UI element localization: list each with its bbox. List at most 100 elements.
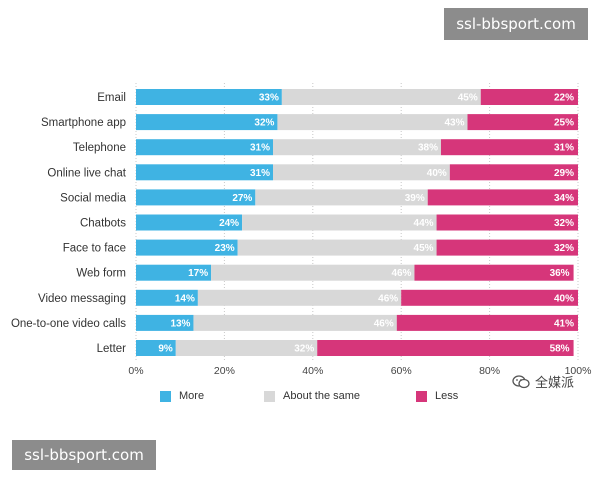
bar-face-to-face-about-the-same [237, 239, 437, 256]
value-label-web-form-less: 36% [550, 268, 570, 279]
bar-one-to-one-video-calls-less [396, 314, 578, 331]
value-label-face-to-face-more: 23% [215, 243, 235, 254]
legend-label-about-the-same: About the same [283, 390, 361, 402]
bar-web-form-more [136, 264, 212, 281]
value-label-chatbots-about-the-same: 44% [414, 218, 434, 229]
watermark-bottom: ssl-bbsport.com [12, 440, 156, 470]
category-label-smartphone-app: Smartphone app [41, 117, 126, 129]
category-label-video-messaging: Video messaging [38, 293, 126, 305]
bar-web-form-about-the-same [211, 264, 415, 281]
bar-social-media-less [427, 189, 578, 206]
legend-label-less: Less [435, 390, 459, 402]
bars: 33% 45% 22% 32% 43% 25% 31% 38% 31% 31% 40% 29% 27% 3… [136, 89, 578, 356]
value-label-online-live-chat-less: 29% [554, 168, 574, 179]
bar-email-more [136, 89, 282, 105]
value-label-one-to-one-video-calls-less: 41% [554, 318, 574, 329]
value-label-smartphone-app-more: 32% [254, 118, 274, 129]
value-label-online-live-chat-about-the-same: 40% [427, 168, 447, 179]
bar-email-less [480, 89, 578, 105]
category-label-social-media: Social media [60, 192, 126, 204]
value-label-face-to-face-about-the-same: 45% [414, 243, 434, 254]
value-label-online-live-chat-more: 31% [250, 168, 270, 179]
bar-letter-more [136, 340, 176, 356]
x-axis-tick-labels: 0% 20% 40% 60% 80% 100% [128, 365, 591, 377]
bar-one-to-one-video-calls-more [136, 314, 194, 331]
bar-one-to-one-video-calls-about-the-same [193, 314, 397, 331]
bar-online-live-chat-about-the-same [273, 164, 450, 181]
value-label-letter-more: 9% [158, 344, 173, 355]
bar-online-live-chat-less [449, 164, 578, 181]
bar-smartphone-app-more [136, 114, 278, 131]
value-label-one-to-one-video-calls-about-the-same: 46% [374, 318, 394, 329]
value-label-social-media-about-the-same: 39% [405, 193, 425, 204]
category-label-letter: Letter [97, 343, 127, 355]
bar-online-live-chat-more [136, 164, 274, 181]
value-label-chatbots-more: 24% [219, 218, 239, 229]
value-label-letter-less: 58% [550, 344, 570, 355]
x-tick-label-0: 0% [128, 365, 143, 377]
x-tick-label-20: 20% [214, 365, 235, 377]
category-label-chatbots: Chatbots [80, 218, 126, 230]
value-label-social-media-less: 34% [554, 193, 574, 204]
brand-text: 全媒派 [535, 376, 575, 391]
bar-email-about-the-same [281, 89, 481, 105]
value-label-video-messaging-less: 40% [554, 293, 574, 304]
x-tick-label-80: 80% [479, 365, 500, 377]
value-label-email-more: 33% [259, 93, 279, 104]
value-label-letter-about-the-same: 32% [294, 344, 314, 355]
value-label-face-to-face-less: 32% [554, 243, 574, 254]
bar-video-messaging-about-the-same [197, 289, 402, 306]
bar-smartphone-app-less [467, 114, 578, 131]
value-label-chatbots-less: 32% [554, 218, 574, 229]
bar-letter-about-the-same [175, 340, 318, 356]
x-tick-label-40: 40% [302, 365, 323, 377]
category-label-telephone: Telephone [73, 142, 126, 154]
value-label-telephone-less: 31% [554, 143, 574, 154]
bar-smartphone-app-about-the-same [277, 114, 468, 131]
bar-telephone-more [136, 139, 274, 156]
legend-item-about-the-same: About the same [264, 390, 416, 402]
category-label-one-to-one-video-calls: One-to-one video calls [11, 318, 126, 330]
value-label-telephone-about-the-same: 38% [418, 143, 438, 154]
category-label-face-to-face: Face to face [63, 243, 126, 255]
legend-item-less: Less [416, 390, 458, 402]
legend-swatch-less [416, 390, 427, 402]
value-label-email-less: 22% [554, 93, 574, 104]
legend-swatch-more [160, 390, 171, 402]
value-label-smartphone-app-less: 25% [554, 118, 574, 129]
value-label-one-to-one-video-calls-more: 13% [170, 318, 190, 329]
category-label-web-form: Web form [76, 268, 126, 280]
value-label-smartphone-app-about-the-same: 43% [444, 118, 464, 129]
bar-social-media-more [136, 189, 256, 206]
legend-swatch-about-the-same [264, 390, 275, 402]
legend-label-more: More [179, 390, 205, 402]
value-label-web-form-about-the-same: 46% [391, 268, 411, 279]
brand-logo: 全媒派 [512, 372, 574, 391]
legend-item-more: More [160, 390, 264, 402]
value-label-video-messaging-more: 14% [175, 293, 195, 304]
bar-chatbots-more [136, 214, 243, 231]
bar-telephone-less [440, 139, 578, 156]
bar-letter-less [317, 340, 574, 356]
value-label-video-messaging-about-the-same: 46% [378, 293, 398, 304]
x-tick-label-100: 100% [565, 365, 592, 377]
legend: More About the same Less [160, 390, 458, 402]
value-label-social-media-more: 27% [232, 193, 252, 204]
bar-web-form-less [414, 264, 574, 281]
bar-telephone-about-the-same [273, 139, 441, 156]
bar-face-to-face-less [436, 239, 578, 256]
wechat-icon [512, 374, 530, 388]
category-label-email: Email [97, 92, 126, 104]
bar-chatbots-less [436, 214, 578, 231]
category-label-online-live-chat: Online live chat [47, 167, 126, 179]
x-tick-label-60: 60% [391, 365, 412, 377]
bar-chatbots-about-the-same [242, 214, 437, 231]
value-label-email-about-the-same: 45% [458, 93, 478, 104]
bar-social-media-about-the-same [255, 189, 428, 206]
category-labels: Email Smartphone app Telephone Online live … [11, 92, 127, 355]
value-label-web-form-more: 17% [188, 268, 208, 279]
value-label-telephone-more: 31% [250, 143, 270, 154]
bar-video-messaging-less [401, 289, 578, 306]
bar-video-messaging-more [136, 289, 198, 306]
